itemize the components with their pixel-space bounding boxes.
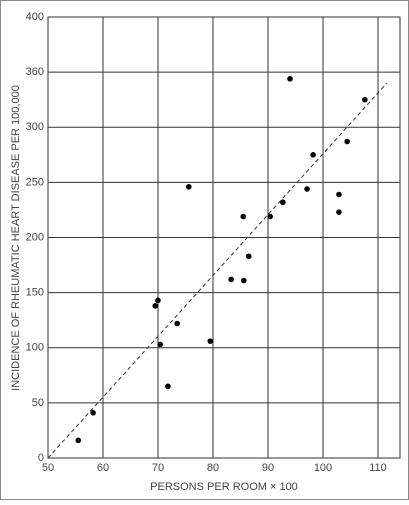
- point: [228, 276, 234, 283]
- point: [174, 320, 181, 327]
- point: [152, 303, 159, 309]
- x-tick-label: 70: [152, 462, 164, 474]
- x-tick-label: 110: [369, 462, 387, 474]
- point: [75, 437, 82, 444]
- x-tick-label: 90: [262, 462, 274, 474]
- point: [267, 213, 274, 220]
- point: [336, 191, 342, 198]
- point: [362, 96, 368, 103]
- y-tick-label: 100: [26, 342, 44, 354]
- y-tick-label: 200: [26, 231, 44, 243]
- x-tick-label: 80: [207, 462, 219, 474]
- point: [336, 209, 342, 215]
- point: [157, 341, 163, 348]
- y-tick-label: 300: [26, 121, 44, 133]
- x-tick-label: 50: [42, 462, 54, 474]
- point: [310, 152, 316, 158]
- point: [155, 297, 161, 304]
- point: [207, 338, 214, 344]
- x-tick-label: 100: [314, 462, 332, 474]
- point: [287, 75, 293, 82]
- point: [280, 199, 286, 206]
- trend-line: [47, 82, 388, 459]
- point: [241, 277, 247, 284]
- point: [304, 186, 310, 192]
- point: [240, 213, 247, 220]
- y-tick-label: 360: [26, 66, 44, 78]
- point: [165, 383, 171, 390]
- y-tick-label: 0: [38, 452, 44, 464]
- point: [344, 138, 351, 145]
- y-axis-label: INCIDENCE OF RHEUMATIC HEART DISEASE PER…: [10, 85, 22, 391]
- y-tick-label: 250: [26, 176, 44, 188]
- y-tick-label: 50: [32, 397, 44, 409]
- y-tick-label: 150: [26, 287, 44, 299]
- point: [186, 183, 192, 190]
- point: [245, 253, 252, 260]
- x-tick-label: 60: [97, 462, 109, 474]
- y-tick-label: 400: [26, 11, 44, 23]
- x-axis-label: PERSONS PER ROOM × 100: [150, 481, 298, 493]
- point: [90, 409, 96, 416]
